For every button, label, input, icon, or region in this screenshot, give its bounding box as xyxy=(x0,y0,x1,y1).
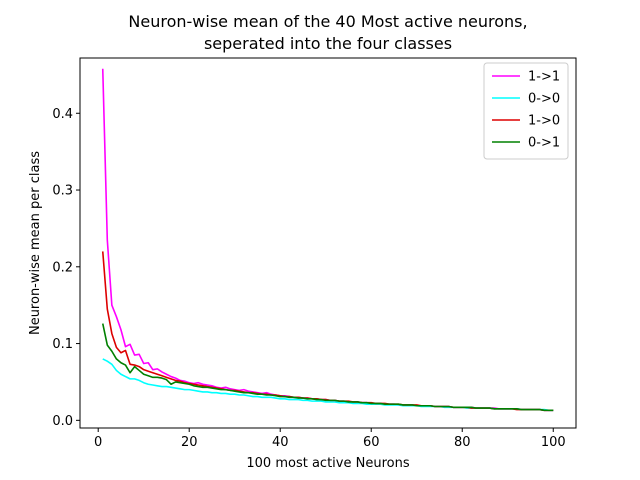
legend-label: 0->1 xyxy=(528,136,560,151)
y-tick-label: 0.1 xyxy=(52,337,73,352)
chart-title-line-2: seperated into the four classes xyxy=(204,34,452,53)
plot-area xyxy=(101,68,554,412)
legend-box xyxy=(483,62,569,160)
legend: 1->1 0->0 1->0 0->1 xyxy=(483,62,569,160)
y-tick-label: 0.0 xyxy=(52,414,73,429)
chart-title-line-1: Neuron-wise mean of the 40 Most active n… xyxy=(128,12,527,31)
legend-label: 1->1 xyxy=(528,70,560,85)
axis-ticks: 0 20 40 60 80 100 0.0 0.1 0.2 0.3 0.4 xyxy=(52,107,565,450)
x-tick-label: 20 xyxy=(181,435,198,450)
legend-label: 1->0 xyxy=(528,114,560,129)
x-tick-label: 80 xyxy=(454,435,471,450)
y-tick-label: 0.4 xyxy=(52,107,73,122)
x-tick-label: 100 xyxy=(541,435,566,450)
x-tick-label: 60 xyxy=(363,435,380,450)
axes-frame xyxy=(79,57,577,429)
y-axis-label: Neuron-wise mean per class xyxy=(28,151,43,335)
x-axis-label: 100 most active Neurons xyxy=(246,456,409,471)
legend-label: 0->0 xyxy=(528,92,560,107)
x-tick-label: 0 xyxy=(94,435,102,450)
x-tick-label: 40 xyxy=(272,435,289,450)
series-line-0-1 xyxy=(101,323,554,412)
y-tick-label: 0.2 xyxy=(52,260,73,275)
y-tick-label: 0.3 xyxy=(52,184,73,199)
